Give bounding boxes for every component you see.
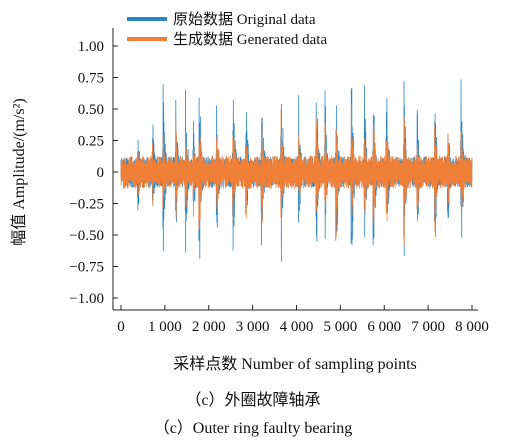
legend-label-original: 原始数据 Original data [173,11,316,28]
y-tick-label: 0 [97,165,105,181]
series-line-generated [120,103,473,246]
y-tick-label: −0.50 [69,228,104,244]
x-tick-label: 4 000 [280,319,314,335]
y-axis-title: 幅值 Amplitude/(m/s²) [10,98,28,245]
x-axis-title: 采样点数 Number of sampling points [173,355,417,373]
figure-caption-english: （c）Outer ring faulty bearing [153,420,353,437]
y-tick-label: 0.50 [78,102,104,118]
axes-layer [112,28,478,311]
vibration-chart: 0 1 000 2 000 3 000 4 000 5 000 6 000 7 000 8 00… [10,11,489,373]
legend-label-generated: 生成数据 Generated data [173,31,327,48]
figure-caption-chinese: （c）外圈故障轴承 [185,392,321,409]
x-tick-label: 6 000 [367,319,401,335]
y-tick-label: −1.00 [69,291,104,307]
x-tick-label: 2 000 [192,319,226,335]
y-tick-label: 1.00 [78,39,104,55]
y-tick-label: −0.25 [69,197,104,213]
ticks-layer: 0 1 000 2 000 3 000 4 000 5 000 6 000 7 000 8 00… [69,39,489,335]
x-tick-label: 3 000 [236,319,270,335]
x-tick-label: 1 000 [148,319,182,335]
x-tick-label: 7 000 [411,319,445,335]
x-tick-label: 8 000 [455,319,489,335]
series-layer [120,79,473,262]
y-tick-label: 0.25 [78,134,104,150]
y-tick-label: −0.75 [69,260,104,276]
x-tick-label: 0 [117,319,125,335]
legend: 原始数据 Original data 生成数据 Generated data [127,11,327,48]
y-tick-label: 0.75 [78,71,104,87]
x-tick-label: 5 000 [324,319,358,335]
